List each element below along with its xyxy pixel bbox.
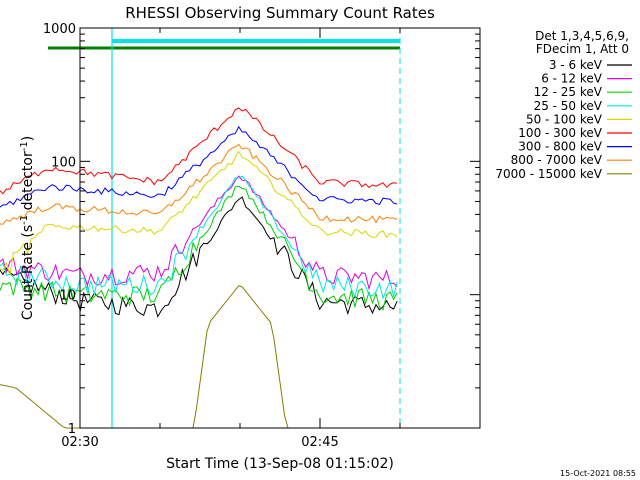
- legend-label-7: 800 - 7000 keV: [511, 153, 603, 167]
- series-line-5: [0, 107, 398, 195]
- footer-timestamp: 15-Oct-2021 08:55: [560, 469, 636, 478]
- series-line-4: [0, 150, 398, 276]
- legend-label-8: 7000 - 15000 keV: [495, 167, 602, 181]
- series-line-1: [0, 175, 398, 291]
- x-tick-label-5: 02:45: [301, 435, 338, 450]
- legend-label-3: 25 - 50 keV: [534, 99, 603, 113]
- series-line-6: [0, 125, 398, 208]
- legend-label-6: 300 - 800 keV: [518, 140, 602, 154]
- series-line-0: [0, 196, 398, 318]
- observing-state-bars: NRD0RD4: [48, 39, 400, 50]
- legend-label-2: 12 - 25 keV: [534, 85, 603, 99]
- series-line-2: [0, 185, 398, 311]
- legend-header-detectors: Det 1,3,4,5,6,9,: [535, 29, 629, 43]
- y-axis-label: Count Rate (s-1 detector-1): [19, 136, 36, 320]
- chart-title: RHESSI Observing Summary Count Rates: [125, 4, 435, 22]
- series-line-7: [0, 143, 398, 225]
- legend-label-0: 3 - 6 keV: [549, 58, 603, 72]
- x-axis-label: Start Time (13-Sep-08 01:15:02): [166, 456, 394, 472]
- y-tick-label-2: 100: [51, 155, 76, 170]
- plot-frame: [79, 27, 481, 429]
- legend-label-1: 6 - 12 keV: [541, 72, 603, 86]
- legend: Det 1,3,4,5,6,9, FDecim 1, Att 0 3 - 6 k…: [495, 29, 632, 181]
- legend-header-decim: FDecim 1, Att 0: [536, 42, 629, 56]
- legend-label-5: 100 - 300 keV: [518, 126, 602, 140]
- y-axis-ticks: 1 10 100 1000: [43, 22, 480, 437]
- series-line-3: [0, 175, 398, 300]
- legend-label-4: 50 - 100 keV: [526, 112, 603, 126]
- y-tick-label-1: 10: [59, 289, 76, 304]
- y-tick-label-3: 1000: [43, 22, 76, 37]
- x-tick-label-4: 02:30: [61, 435, 98, 450]
- y-tick-label-0: 1: [68, 422, 76, 437]
